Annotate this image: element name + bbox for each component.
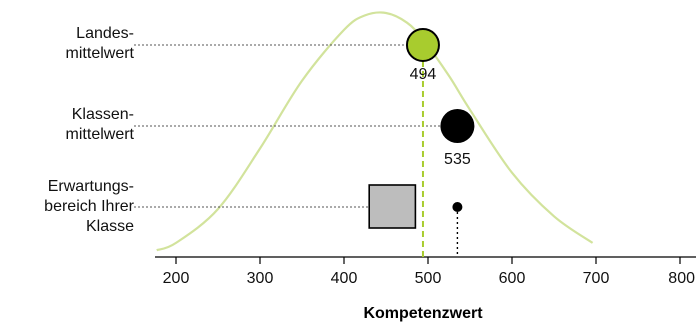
x-tick-label: 500 — [415, 270, 442, 287]
x-tick-label: 600 — [499, 270, 526, 287]
row-label-line: mittelwert — [65, 45, 134, 62]
row-label-national-mean: Landes- mittelwert — [66, 24, 134, 64]
x-tick-label: 200 — [163, 270, 190, 287]
row-label-line: mittelwert — [65, 126, 134, 143]
row-label-line: Erwartungs- — [47, 178, 134, 195]
row-label-line: bereich Ihrer — [44, 198, 134, 215]
row-label-class-mean: Klassen- mittelwert — [66, 105, 134, 145]
national-mean-marker — [405, 28, 440, 62]
national-mean-value: 494 — [410, 66, 437, 83]
x-tick-label: 700 — [583, 270, 610, 287]
row-label-line: Klassen- — [71, 106, 134, 123]
x-axis-title: Kompetenzwert — [363, 305, 483, 322]
row-label-expected-range: Erwartungs- bereich Ihrer Klasse — [44, 177, 134, 237]
expected-range-box — [368, 184, 417, 229]
class-mean-marker — [440, 109, 475, 143]
x-tick-label: 800 — [668, 270, 695, 287]
class-mean-value: 535 — [444, 151, 471, 168]
x-axis-ticks: 200 300 400 500 600 700 800 — [163, 257, 695, 287]
distribution-curve — [156, 11, 594, 252]
row-label-line: Klasse — [85, 218, 134, 235]
x-tick-label: 400 — [331, 270, 358, 287]
expected-range-point — [452, 202, 463, 212]
row-label-line: Landes- — [76, 25, 134, 42]
x-tick-label: 300 — [247, 270, 274, 287]
